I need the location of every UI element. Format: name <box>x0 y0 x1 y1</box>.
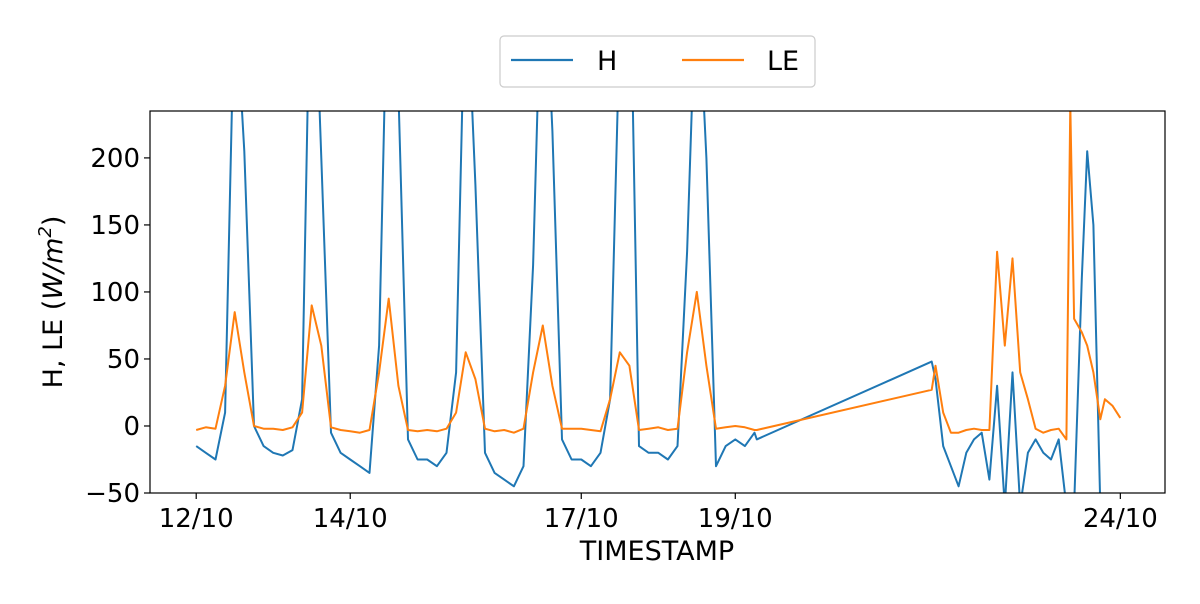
legend: H LE <box>499 35 816 88</box>
y-tick-label: 0 <box>123 412 140 442</box>
legend-frame <box>499 35 816 88</box>
x-axis-label: TIMESTAMP <box>579 536 734 567</box>
legend-label-le: LE <box>767 46 799 77</box>
y-axis-label: H, LE (W/m2) <box>35 216 69 389</box>
series-line-h <box>195 111 1101 493</box>
y-axis: −50 0 50 100 150 200 <box>85 144 150 509</box>
x-tick-label: 14/10 <box>313 504 388 534</box>
y-tick-label: 150 <box>90 211 140 241</box>
x-tick-label: 24/10 <box>1083 504 1158 534</box>
plot-frame <box>149 110 1166 494</box>
y-tick-label: −50 <box>85 479 140 509</box>
x-tick-label: 17/10 <box>544 504 619 534</box>
series-line-le <box>195 111 1122 441</box>
x-tick-label: 12/10 <box>159 504 234 534</box>
y-tick-label: 200 <box>90 144 140 174</box>
series-layer <box>195 111 1122 493</box>
y-tick-label: 100 <box>90 278 140 308</box>
y-tick-label: 50 <box>107 345 140 375</box>
legend-label-h: H <box>597 46 617 77</box>
x-tick-label: 19/10 <box>698 504 773 534</box>
x-axis: 12/10 14/10 17/10 19/10 24/10 <box>159 493 1158 534</box>
